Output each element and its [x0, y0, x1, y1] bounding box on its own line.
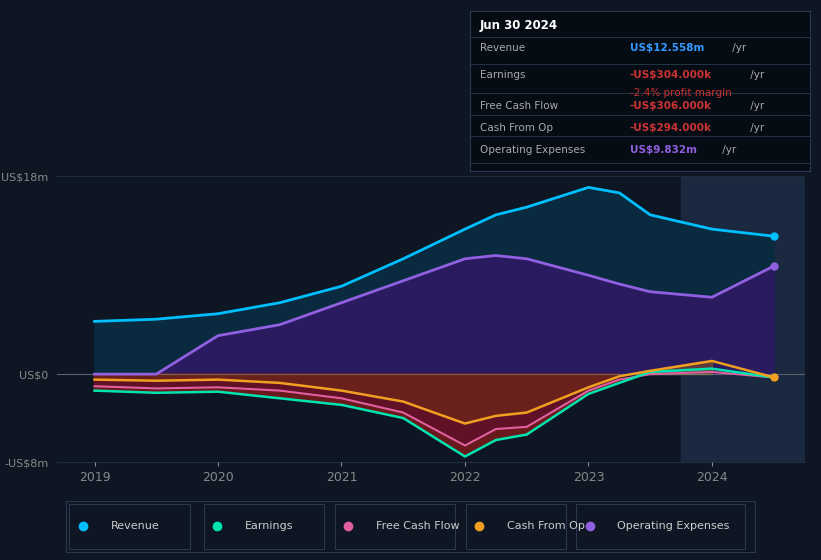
Bar [681, 176, 805, 462]
Text: /yr: /yr [719, 145, 736, 155]
Text: -US$306.000k: -US$306.000k [630, 101, 712, 110]
Text: -US$294.000k: -US$294.000k [630, 123, 712, 133]
FancyBboxPatch shape [466, 504, 566, 549]
FancyBboxPatch shape [576, 504, 745, 549]
Text: US$12.558m: US$12.558m [630, 43, 704, 53]
Text: Free Cash Flow: Free Cash Flow [479, 101, 558, 110]
Text: Free Cash Flow: Free Cash Flow [376, 521, 460, 531]
FancyBboxPatch shape [69, 504, 190, 549]
Text: Operating Expenses: Operating Expenses [479, 145, 585, 155]
Text: Revenue: Revenue [111, 521, 159, 531]
FancyBboxPatch shape [335, 504, 456, 549]
Text: /yr: /yr [747, 70, 764, 80]
Text: Earnings: Earnings [479, 70, 525, 80]
Text: US$9.832m: US$9.832m [630, 145, 697, 155]
Text: Operating Expenses: Operating Expenses [617, 521, 730, 531]
Text: Revenue: Revenue [479, 43, 525, 53]
Text: /yr: /yr [747, 101, 764, 110]
Text: -US$304.000k: -US$304.000k [630, 70, 712, 80]
FancyBboxPatch shape [204, 504, 324, 549]
Text: Jun 30 2024: Jun 30 2024 [479, 19, 558, 32]
Text: /yr: /yr [747, 123, 764, 133]
Text: -2.4% profit margin: -2.4% profit margin [630, 88, 732, 98]
Text: Cash From Op: Cash From Op [507, 521, 585, 531]
Text: Earnings: Earnings [245, 521, 293, 531]
Text: /yr: /yr [728, 43, 745, 53]
Text: Cash From Op: Cash From Op [479, 123, 553, 133]
